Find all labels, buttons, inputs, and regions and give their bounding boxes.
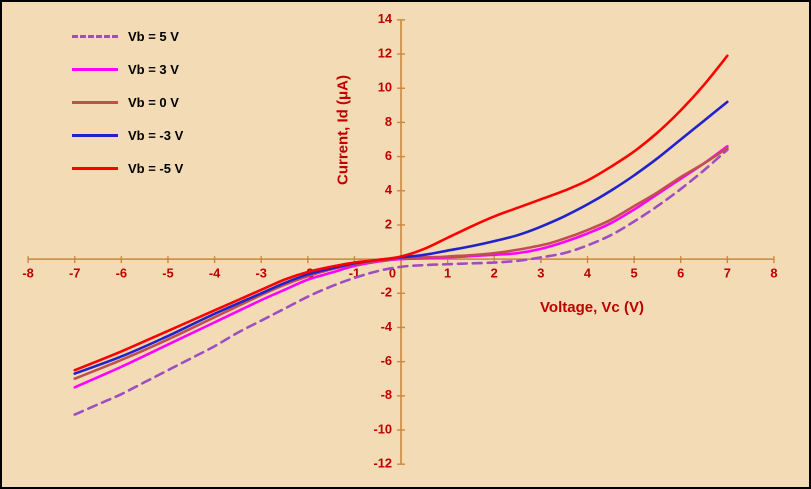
legend-line-sample	[72, 167, 118, 170]
y-axis-tick-label: -8	[381, 387, 392, 402]
y-axis-tick-label: 2	[385, 216, 392, 231]
legend-item: Vb = 5 V	[72, 20, 183, 53]
legend-line-sample	[72, 68, 118, 71]
y-axis-tick-label: 10	[378, 80, 392, 95]
legend-line-sample	[72, 35, 118, 38]
y-axis-tick-label: -10	[374, 421, 393, 436]
legend-item: Vb = -5 V	[72, 152, 183, 185]
legend-item: Vb = -3 V	[72, 119, 183, 152]
chart-legend: Vb = 5 V Vb = 3 V Vb = 0 V Vb = -3 V Vb = -5…	[72, 20, 183, 185]
x-axis-tick-label: -5	[162, 266, 173, 281]
series-line-vb--5-v	[73, 54, 729, 372]
x-axis-tick-label: -4	[209, 266, 221, 281]
x-axis-tick-label: 6	[677, 266, 684, 281]
legend-label: Vb = -3 V	[128, 128, 184, 143]
x-axis-tick-label: 4	[584, 266, 592, 281]
y-axis-tick-label: -4	[381, 319, 393, 334]
legend-label: Vb = -5 V	[128, 161, 184, 176]
y-axis-tick-label: 8	[385, 114, 392, 129]
series-line-vb--3-v	[73, 100, 729, 375]
series-line-vb-5-v	[73, 148, 729, 416]
y-axis-title: Current, Id (μA)	[334, 74, 352, 186]
legend-label: Vb = 5 V	[128, 29, 179, 44]
x-axis-tick-label: 2	[491, 266, 498, 281]
x-axis-title: Voltage, Vc (V)	[540, 299, 644, 316]
x-axis-tick-label: -1	[349, 266, 360, 281]
legend-line-sample	[72, 101, 118, 104]
y-axis-tick-label: 6	[385, 148, 392, 163]
x-axis-tick-label: 0	[389, 266, 396, 281]
y-axis-tick-label: -6	[381, 353, 392, 368]
legend-label: Vb = 3 V	[128, 62, 179, 77]
y-axis-tick-label: 14	[378, 11, 393, 26]
x-axis-tick-label: 1	[444, 266, 451, 281]
x-axis-tick-label: 3	[537, 266, 544, 281]
x-axis-tick-label: 8	[770, 266, 777, 281]
x-axis-tick-label: -7	[69, 266, 80, 281]
legend-item: Vb = 0 V	[72, 86, 183, 119]
legend-label: Vb = 0 V	[128, 95, 179, 110]
y-axis-tick-label: -12	[374, 456, 393, 471]
y-axis-tick-label: 4	[385, 182, 393, 197]
x-axis-tick-label: -8	[22, 266, 33, 281]
series-line-vb-0-v	[73, 146, 729, 380]
x-axis-tick-label: 7	[724, 266, 731, 281]
legend-line-sample	[72, 134, 118, 137]
y-axis-tick-label: -2	[381, 285, 392, 300]
y-axis-tick-label: 12	[378, 45, 392, 60]
legend-item: Vb = 3 V	[72, 53, 183, 86]
x-axis-tick-label: -3	[255, 266, 266, 281]
x-axis-tick-label: -6	[116, 266, 127, 281]
x-axis-tick-label: 5	[631, 266, 638, 281]
